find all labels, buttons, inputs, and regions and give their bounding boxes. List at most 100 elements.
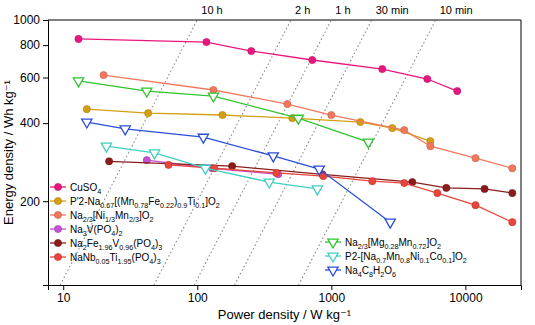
tick-label: 1000	[13, 13, 40, 27]
legend-label: Na2Fe1.96V0.96(PO4)3	[70, 238, 162, 252]
series-line	[168, 165, 512, 222]
series	[101, 143, 322, 195]
tick-mark	[63, 285, 64, 290]
data-point	[328, 111, 335, 118]
y-tick: 600	[20, 71, 48, 85]
data-point	[200, 165, 210, 174]
legend-label: Na3V(PO4)2	[70, 224, 123, 238]
legend-label: P'2-Na0.67[(Mn0.78Fe0.22)0.9Ti0.1]O2	[70, 196, 220, 210]
data-point	[208, 93, 218, 102]
legend-label: P2-[Na0.7Mn0.8Ni0.1Co0.1]O2	[345, 251, 467, 265]
legend-entry: NaNb0.05Ti1.95(PO4)3	[50, 252, 161, 266]
legend-entry: Na2Fe1.96V0.96(PO4)3	[50, 238, 162, 252]
legend-marker	[54, 211, 61, 218]
legend-entry: P2-[Na0.7Mn0.8Ni0.1Co0.1]O2	[325, 251, 467, 265]
time-line	[154, 20, 291, 285]
data-point	[472, 155, 479, 162]
time-label: 10 h	[201, 4, 222, 16]
data-point	[82, 119, 92, 128]
data-point	[120, 126, 130, 135]
series-line	[78, 81, 368, 142]
legend-entry: Na3V(PO4)2	[50, 224, 123, 238]
time-label: 1 h	[335, 4, 350, 16]
legend-marker	[54, 239, 61, 246]
series	[73, 78, 373, 148]
tick-label: 200	[20, 195, 40, 209]
series-line	[87, 122, 390, 222]
data-point	[73, 78, 83, 87]
plot-area	[60, 20, 516, 285]
legend-marker	[54, 225, 61, 232]
x-axis: 10 100 1000 10000	[49, 285, 522, 305]
legend: CuSO4P'2-Na0.67[(Mn0.78Fe0.22)0.9Ti0.1]O…	[50, 182, 467, 279]
tick-mark	[43, 20, 48, 21]
time-line	[60, 20, 197, 285]
data-point	[509, 189, 516, 196]
legend-label: NaNb0.05Ti1.95(PO4)3	[70, 252, 161, 266]
data-point	[203, 38, 210, 45]
frame-right	[521, 20, 522, 285]
tick-mark	[43, 123, 48, 124]
data-point	[481, 185, 488, 192]
x-axis-line	[49, 286, 522, 291]
x-tick: 10000	[449, 285, 483, 305]
time-line	[299, 20, 436, 285]
legend-label: CuSO4	[70, 182, 101, 196]
y-axis: 2004006008001000	[13, 13, 48, 285]
data-point	[100, 71, 107, 78]
legend-label: Na2/3[Mg0.28Mn0.72]O2	[345, 237, 441, 251]
data-point	[379, 65, 386, 72]
tick-label: 100	[188, 291, 208, 305]
data-point	[443, 184, 450, 191]
x-tick: 100	[188, 285, 208, 305]
legend-entry: CuSO4	[50, 182, 101, 196]
data-point	[273, 169, 280, 176]
data-point	[268, 153, 278, 162]
legend-marker	[328, 239, 338, 248]
series	[75, 35, 461, 94]
data-point	[401, 179, 408, 186]
legend-entry: Na4C8H2O6	[325, 265, 396, 279]
data-point	[145, 110, 152, 117]
data-point	[509, 219, 516, 226]
data-point	[424, 75, 431, 82]
data-point	[229, 163, 236, 170]
time-label: 2 h	[295, 4, 310, 16]
data-point	[314, 166, 324, 175]
data-point	[75, 35, 82, 42]
tick-mark	[43, 45, 48, 46]
ragone-chart: 101001000100002004006008001000Power dens…	[0, 0, 535, 325]
series	[143, 157, 282, 178]
y-tick: 1000	[13, 13, 48, 27]
series-line	[78, 39, 457, 91]
y-axis-line	[43, 21, 49, 286]
legend-marker	[54, 253, 61, 260]
legend-entry: Na2/3[Mg0.28Mn0.72]O2	[325, 237, 441, 251]
data-point	[293, 115, 303, 124]
tick-mark	[465, 285, 466, 290]
data-point	[101, 143, 111, 152]
legend-entry: P'2-Na0.67[(Mn0.78Fe0.22)0.9Ti0.1]O2	[50, 196, 220, 210]
y-axis-title: Energy density / Wh kg⁻¹	[1, 79, 16, 225]
data-point	[149, 150, 159, 159]
legend-marker	[54, 183, 61, 190]
data-point	[369, 178, 376, 185]
data-point	[472, 202, 479, 209]
data-point	[509, 165, 516, 172]
tick-mark	[197, 285, 198, 290]
legend-label: Na2/3[Ni1/3Mn2/3]O2	[70, 210, 154, 224]
data-point	[248, 47, 255, 54]
series-line	[106, 146, 317, 189]
x-tick: 1000	[318, 285, 345, 305]
data-point	[284, 100, 291, 107]
time-line	[235, 20, 372, 285]
series	[106, 158, 516, 197]
y-tick: 200	[20, 195, 48, 209]
x-tick: 10	[57, 285, 71, 305]
time-label: 30 min	[376, 4, 409, 16]
data-point	[434, 189, 441, 196]
tick-label: 800	[20, 38, 40, 52]
data-point	[401, 127, 408, 134]
chart-container: 101001000100002004006008001000Power dens…	[0, 0, 535, 325]
tick-mark	[331, 285, 332, 290]
